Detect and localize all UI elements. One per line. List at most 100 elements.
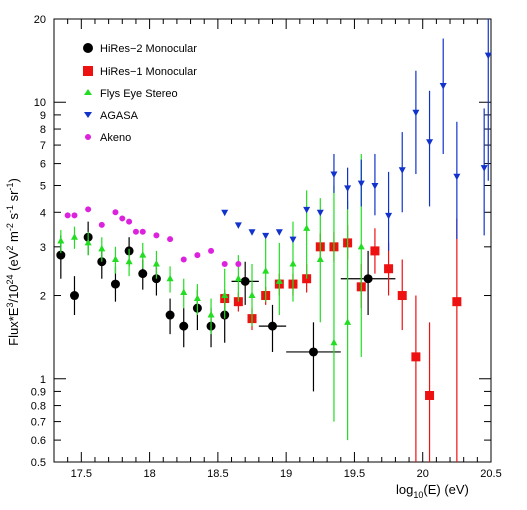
y-tick-label: 2	[40, 291, 46, 303]
data-point	[167, 236, 174, 243]
data-point	[303, 224, 311, 231]
legend: HiRes−2 Monocular HiRes−1 Monocular Flys…	[83, 43, 197, 144]
data-point	[344, 185, 352, 192]
y-title-k: sr	[6, 190, 21, 205]
legend-marker-hires1	[83, 66, 93, 76]
data-point	[194, 252, 201, 259]
data-point	[363, 274, 373, 284]
y-tick-label: 1	[40, 374, 46, 386]
data-point	[165, 310, 175, 320]
series-3	[221, 19, 492, 251]
y-tick-label: 0.6	[31, 435, 46, 447]
legend-label-agasa: AGASA	[100, 110, 139, 122]
y-tick-label: 7	[40, 140, 46, 152]
legend-label-akeno: Akeno	[100, 132, 131, 144]
x-tick-label: 19.5	[344, 468, 365, 480]
data-point	[275, 229, 283, 236]
data-point	[316, 209, 324, 217]
data-point	[262, 232, 270, 240]
y-tick-label: 0.5	[31, 457, 46, 469]
y-tick-label: 0.7	[31, 417, 46, 429]
y-title-j: -1	[5, 205, 15, 213]
y-tick-label: 6	[40, 159, 46, 171]
data-point	[330, 338, 338, 346]
x-tick-label: 18.5	[207, 468, 228, 480]
data-point	[412, 109, 420, 117]
axis-ticks	[53, 18, 492, 463]
y-axis-title: Flux*E3/1024 (eV2 m-2 s-1 sr-1)	[5, 178, 21, 346]
x-axis-title-sub: 10	[413, 490, 423, 500]
y-tick-label: 0.9	[31, 386, 46, 398]
x-axis-title: log10(E) (eV)	[396, 482, 469, 500]
y-title-e: (eV	[6, 250, 21, 274]
y-tick-label: 8	[40, 124, 46, 136]
data-point	[153, 232, 160, 239]
legend-marker-hires2	[83, 43, 93, 53]
data-point	[234, 274, 242, 282]
data-point	[138, 269, 148, 279]
data-point	[221, 261, 228, 268]
data-point	[57, 236, 65, 244]
data-point	[384, 264, 394, 274]
data-point	[275, 277, 283, 284]
data-point	[344, 318, 352, 325]
data-point	[357, 242, 365, 250]
data-point	[64, 212, 71, 219]
legend-marker-agasa	[84, 112, 92, 118]
data-point	[85, 206, 92, 213]
data-point	[453, 173, 461, 181]
data-point	[119, 215, 126, 222]
axis-tick-labels: 17.5 18 18.5 19 19.5 20 20.5 0.5 0.6 0.7 0.8 0.91 2 3…	[31, 14, 502, 480]
series-4	[64, 206, 242, 268]
data-point	[248, 291, 256, 299]
data-point	[370, 246, 380, 256]
y-title-g: m	[6, 231, 21, 245]
data-point	[193, 294, 201, 302]
data-point	[480, 165, 488, 172]
y-tick-label: 5	[40, 180, 46, 192]
data-point	[98, 221, 105, 228]
y-tick-label: 3	[40, 242, 46, 254]
x-tick-label: 18	[143, 468, 155, 480]
y-title-d: 24	[5, 274, 15, 284]
data-point	[330, 171, 338, 179]
data-point	[126, 218, 133, 225]
data-point	[112, 209, 119, 216]
data-point	[71, 212, 78, 219]
data-point	[166, 274, 174, 282]
data-point	[56, 250, 66, 260]
y-title-m: )	[6, 178, 21, 182]
data-point	[235, 261, 242, 268]
data-point	[180, 256, 187, 263]
data-point	[411, 352, 421, 362]
y-title-b: 3	[5, 303, 15, 308]
data-point	[385, 212, 393, 220]
y-tick-label: 10	[34, 97, 46, 109]
data-point	[316, 255, 324, 262]
x-tick-label: 17.5	[71, 468, 92, 480]
data-point	[371, 182, 379, 190]
data-point	[111, 255, 119, 262]
data-point	[303, 206, 311, 214]
data-point	[139, 228, 146, 235]
y-tick-label: 9	[40, 110, 46, 122]
data-point	[84, 238, 92, 246]
y-title-h: -2	[5, 223, 15, 231]
legend-label-hires1: HiRes−1 Monocular	[100, 66, 197, 78]
data-point	[207, 311, 215, 318]
data-point	[234, 222, 242, 229]
data-point	[98, 244, 106, 252]
data-point	[240, 276, 250, 286]
x-tick-label: 20.5	[480, 468, 501, 480]
y-title-f: 2	[5, 246, 15, 251]
data-point	[248, 229, 256, 236]
data-point	[308, 347, 318, 357]
data-point	[289, 260, 297, 267]
legend-label-flyseye: Flys Eye Stereo	[100, 88, 178, 100]
data-point	[70, 233, 78, 240]
data-point	[69, 291, 79, 301]
data-point	[357, 180, 365, 188]
data-point	[452, 297, 462, 307]
data-point	[179, 321, 189, 331]
